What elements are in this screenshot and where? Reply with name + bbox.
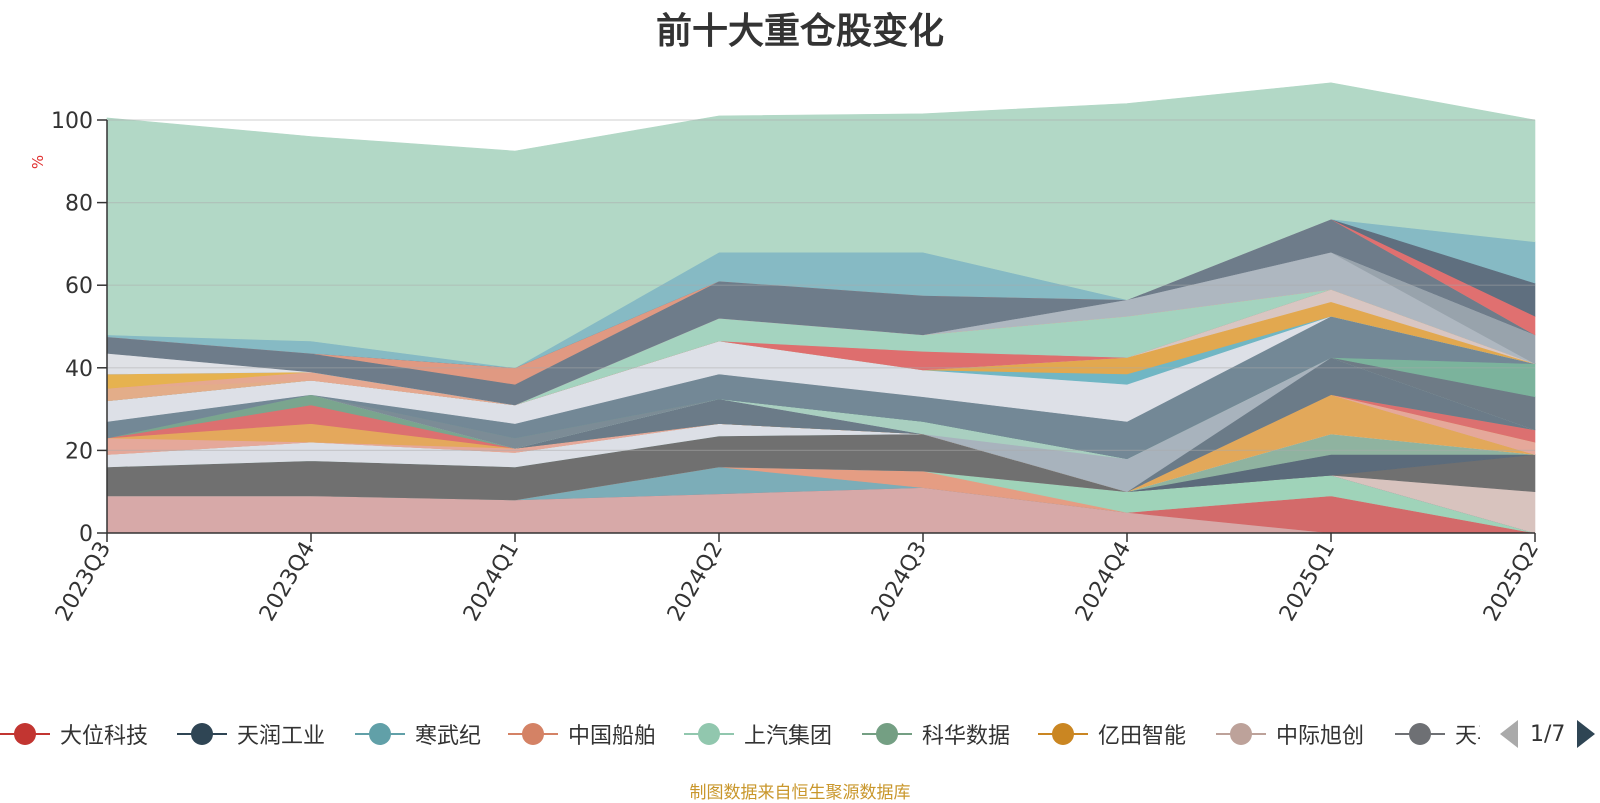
legend-item[interactable]: 天孚 [1395, 716, 1480, 752]
legend-label: 大位科技 [60, 724, 149, 749]
legend: 大位科技 天润工业 寒武纪 中国船舶 上汽集团 科华数据 亿田智能 中际旭创 天孚 [0, 716, 1480, 752]
x-tick-label: 2023Q4 [255, 538, 320, 626]
legend-label: 天孚 [1455, 724, 1480, 749]
legend-label: 天润工业 [237, 724, 326, 749]
legend-marker-icon [177, 716, 227, 752]
x-tick-label: 2024Q1 [459, 538, 524, 626]
legend-label: 中际旭创 [1276, 724, 1365, 749]
legend-marker-icon [684, 716, 734, 752]
chart-title: 前十大重仓股变化 [655, 11, 944, 52]
legend-page-indicator: 1/7 [1530, 721, 1566, 747]
legend-marker-icon [355, 716, 405, 752]
y-tick-label: 20 [65, 439, 93, 464]
legend-label: 寒武纪 [415, 724, 482, 749]
area-layer-42 [106, 82, 1536, 369]
legend-marker-icon [1395, 716, 1445, 752]
y-tick-label: 100 [51, 109, 93, 134]
legend-prev-arrow-icon[interactable] [1500, 720, 1518, 748]
legend-marker-icon [508, 716, 558, 752]
legend-next-arrow-icon[interactable] [1577, 720, 1596, 748]
legend-item[interactable]: 亿田智能 [1038, 716, 1186, 752]
legend-marker-icon [0, 716, 50, 752]
x-tick-label: 2024Q4 [1071, 538, 1136, 626]
legend-marker-icon [1038, 716, 1088, 752]
y-tick-label: 80 [65, 192, 93, 217]
legend-pager: 1/7 [1500, 716, 1600, 752]
x-tick-label: 2024Q2 [663, 538, 728, 626]
legend-marker-icon [862, 716, 912, 752]
source-note: 制图数据来自恒生聚源数据库 [689, 783, 911, 803]
y-tick-label: 40 [65, 357, 93, 382]
y-tick-label: 60 [65, 274, 93, 299]
legend-item[interactable]: 上汽集团 [684, 716, 832, 752]
legend-item[interactable]: 中国船舶 [508, 716, 656, 752]
legend-item[interactable]: 寒武纪 [355, 716, 481, 752]
legend-item[interactable]: 科华数据 [862, 716, 1010, 752]
legend-item[interactable]: 大位科技 [0, 716, 148, 752]
x-tick-label: 2024Q3 [867, 538, 932, 626]
y-axis-label: % [29, 155, 47, 169]
x-tick-label: 2023Q3 [51, 538, 116, 626]
x-tick-label: 2025Q1 [1275, 538, 1340, 626]
legend-item[interactable]: 天润工业 [177, 716, 325, 752]
legend-label: 中国船舶 [568, 724, 657, 749]
legend-marker-icon [1216, 716, 1266, 752]
x-tick-label: 2025Q2 [1479, 538, 1544, 626]
legend-label: 亿田智能 [1098, 724, 1187, 749]
legend-item[interactable]: 中际旭创 [1216, 716, 1364, 752]
legend-label: 上汽集团 [744, 724, 833, 749]
y-tick-label: 0 [79, 522, 93, 547]
legend-label: 科华数据 [922, 724, 1011, 749]
